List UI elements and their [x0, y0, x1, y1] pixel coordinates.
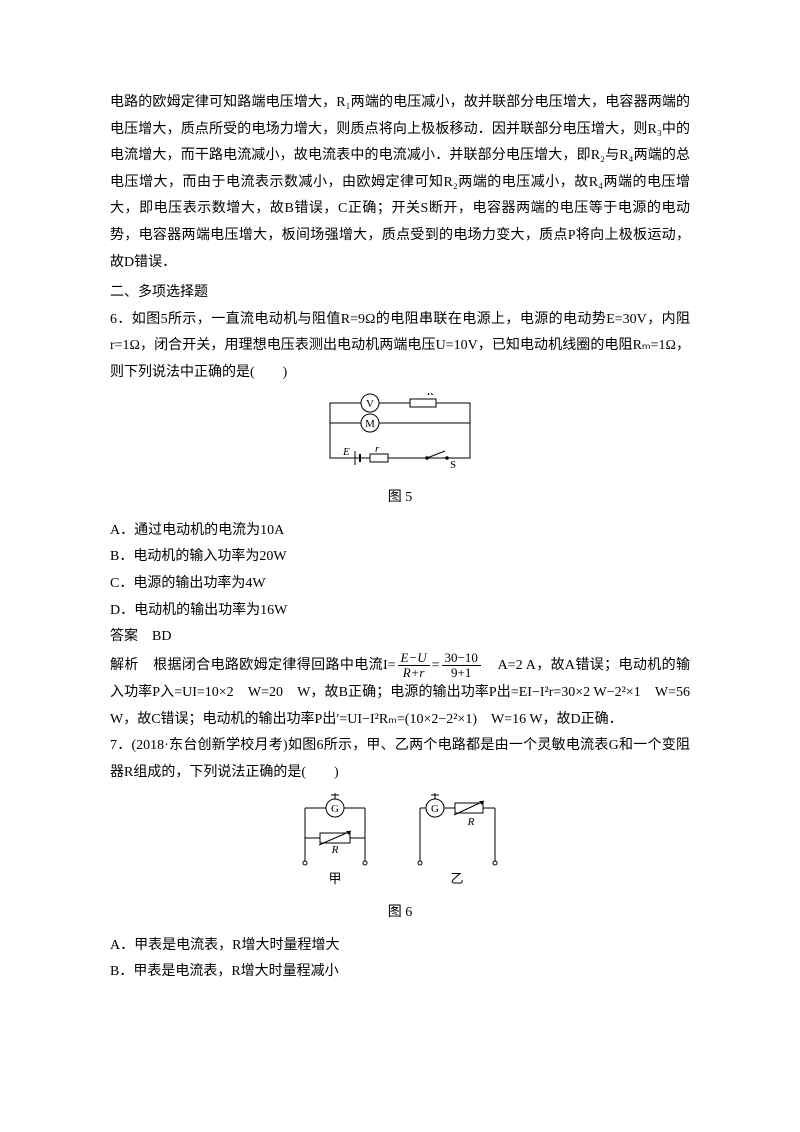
q7-option-A: A．甲表是电流表，R增大时量程增大	[110, 933, 690, 960]
figure-5: V R M E r	[110, 393, 690, 484]
q7-stem: 7．(2018·东台创新学校月考)如图6所示，甲、乙两个电路都是由一个灵敏电流表…	[110, 733, 690, 786]
galvanometer-G-label-right: G	[431, 803, 439, 815]
resistor-R-label-left: R	[331, 844, 339, 856]
frac1-den: R+r	[398, 666, 430, 680]
eq-mid: =	[432, 658, 440, 673]
page: 电路的欧姆定律可知路端电压增大，R₁两端的电压减小，故并联部分电压增大，电容器两…	[0, 0, 800, 1132]
q7-option-B: B．甲表是电流表，R增大时量程减小	[110, 959, 690, 986]
q6-exp-prefix: 解析 根据闭合电路欧姆定律得回路中电流I=	[110, 658, 396, 673]
q6-answer: 答案 BD	[110, 624, 690, 651]
circuit-fig6-svg: G R 甲	[285, 793, 515, 888]
q6-stem: 6．如图5所示，一直流电动机与阻值R=9Ω的电阻串联在电源上，电源的电动势E=3…	[110, 307, 690, 387]
fig6-label-right: 乙	[450, 871, 463, 886]
switch-S-label: S	[450, 459, 456, 471]
q6-option-B: B．电动机的输入功率为20W	[110, 544, 690, 571]
circuit-fig5-svg: V R M E r	[315, 393, 485, 473]
motor-label: M	[365, 418, 375, 430]
emf-E-label: E	[342, 446, 350, 458]
fraction-2: 30−109+1	[442, 651, 481, 681]
q6-option-A: A．通过电动机的电流为10A	[110, 518, 690, 545]
frac2-num: 30−10	[442, 651, 481, 666]
internal-r-label: r	[375, 443, 380, 455]
fig6-label-left: 甲	[328, 871, 341, 886]
frac1-num: E−U	[398, 651, 430, 666]
galvanometer-G-label-left: G	[331, 803, 339, 815]
frac2-den: 9+1	[442, 666, 481, 680]
q6-explanation: 解析 根据闭合电路欧姆定律得回路中电流I=E−UR+r=30−109+1 A=2…	[110, 651, 690, 734]
figure-5-caption: 图 5	[110, 485, 690, 512]
figure-6-caption: 图 6	[110, 900, 690, 927]
resistor-R-label-right: R	[467, 816, 475, 828]
voltmeter-label: V	[366, 398, 374, 410]
resistor-R-label: R	[426, 393, 434, 398]
figure-6: G R 甲	[110, 793, 690, 899]
fraction-1: E−UR+r	[398, 651, 430, 681]
paragraph-explanation-prev: 电路的欧姆定律可知路端电压增大，R₁两端的电压减小，故并联部分电压增大，电容器两…	[110, 90, 690, 276]
q6-option-D: D．电动机的输出功率为16W	[110, 598, 690, 625]
section-heading-2: 二、多项选择题	[110, 280, 690, 307]
q6-option-C: C．电源的输出功率为4W	[110, 571, 690, 598]
